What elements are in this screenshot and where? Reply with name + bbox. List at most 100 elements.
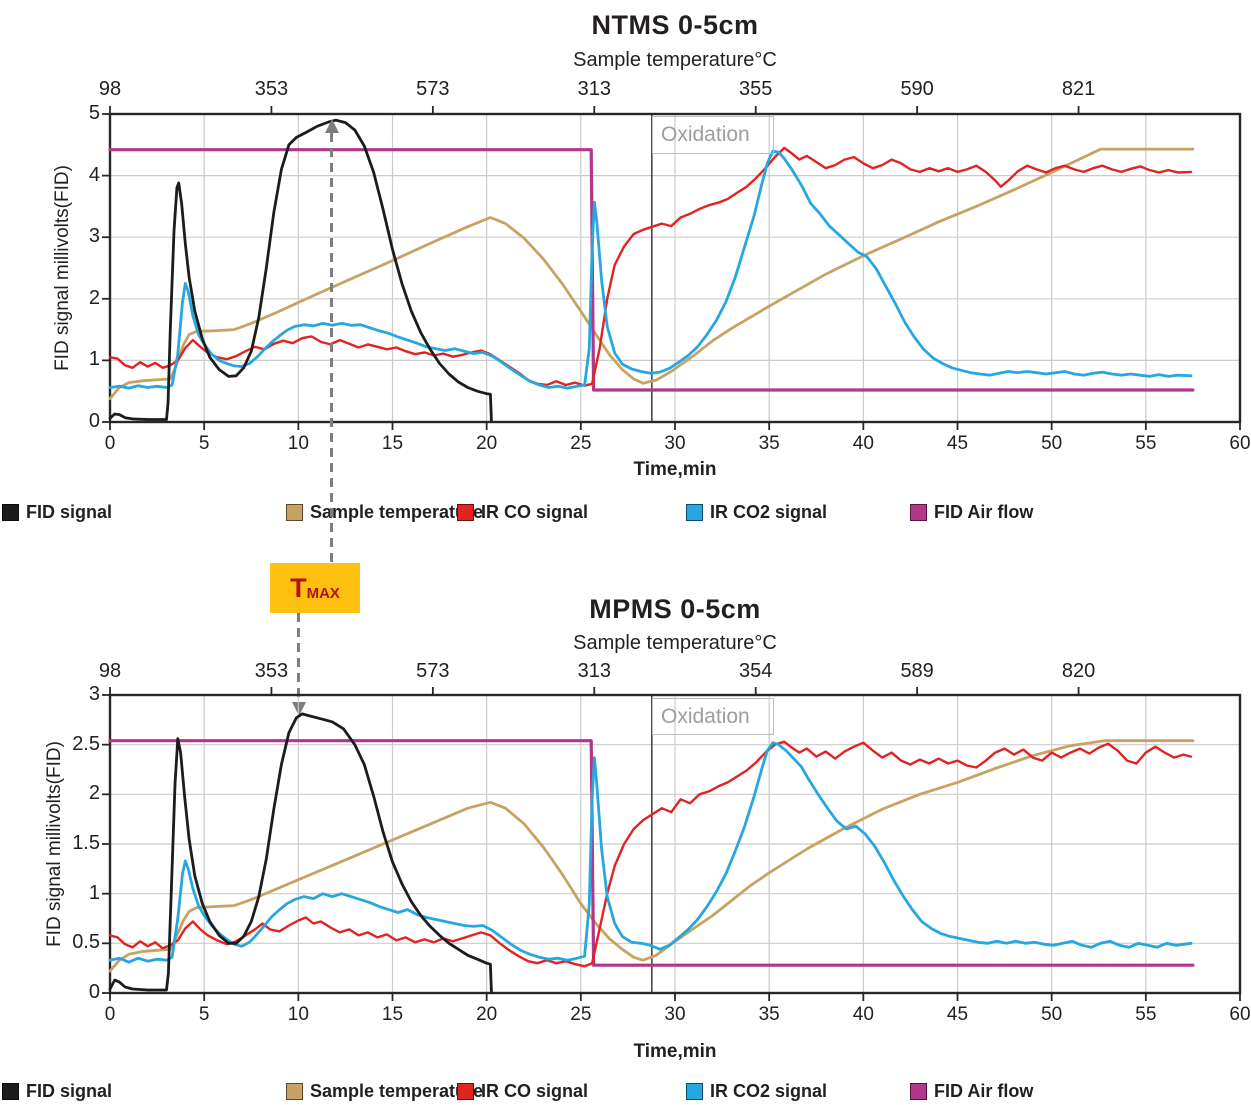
top-axis-tick-label: 589 [900, 660, 934, 682]
y-axis-tick-label: 0.5 [72, 931, 100, 954]
top-axis-tick-label: 820 [1061, 660, 1096, 682]
legend-swatch-icon [286, 1082, 303, 1100]
x-axis-tick-label: 60 [1229, 1004, 1251, 1025]
legend-swatch-icon [910, 1082, 927, 1100]
legend-item-ir-co2-signal: IR CO2 signal [686, 1078, 827, 1104]
x-axis-tick-label: 10 [287, 433, 309, 454]
legend-swatch-icon [686, 1082, 703, 1100]
legend-item-sample-temperature: Sample temperature [286, 1078, 483, 1104]
top-axis-tick-label: 354 [739, 660, 773, 682]
series-ir-co2-signal [108, 741, 1193, 964]
top-axis-tick-label: 313 [577, 660, 611, 682]
legend-label: FID Air flow [934, 1080, 1034, 1101]
x-axis-tick-label: 35 [758, 1004, 780, 1025]
x-axis-tick-label: 25 [570, 433, 592, 454]
tmax-arrow-up-icon [325, 119, 339, 133]
oxidation-label-ntms: Oxidation [652, 116, 774, 154]
legend-item-ir-co-signal: IR CO signal [457, 499, 588, 525]
tmax-dashed-line-down [297, 613, 300, 702]
legend-label: Sample temperature [310, 1080, 484, 1101]
legend-label: FID Air flow [934, 501, 1034, 522]
y-axis-tick-label: 1.5 [72, 832, 100, 854]
y-axis-tick-label: 2 [88, 782, 100, 805]
x-axis-tick-label: 0 [104, 433, 116, 454]
series-sample-temperature [108, 147, 1195, 401]
legend-label: Sample temperature [310, 501, 484, 522]
top-axis-tick-label: 353 [254, 78, 289, 100]
top-axis-tick-label: 573 [416, 660, 450, 682]
y-axis-tick-label: 3 [88, 225, 100, 248]
series-fid-signal [108, 712, 493, 994]
legend-label: IR CO2 signal [710, 1080, 828, 1101]
legend-item-fid-air-flow: FID Air flow [910, 1078, 1033, 1104]
legend-label: FID signal [26, 501, 113, 522]
tmax-arrow-down-icon [292, 702, 306, 716]
x-axis-tick-label: 20 [476, 433, 498, 454]
legend-item-sample-temperature: Sample temperature [286, 499, 483, 525]
y-axis-tick-label: 2 [88, 286, 100, 309]
y-axis-tick-label: 4 [88, 163, 100, 186]
legend-ntms: FID signal Sample temperature IR CO signal… [0, 499, 1251, 525]
top-axis-tick-label: 98 [98, 660, 122, 682]
top-axis-tick-label: 590 [900, 78, 934, 100]
top-axis-tick-label: 821 [1061, 78, 1096, 100]
y-axis-tick-label: 5 [88, 102, 100, 124]
x-axis-tick-label: 40 [852, 433, 874, 454]
x-axis-tick-label: 15 [381, 433, 404, 454]
series-fid-signal [108, 118, 493, 423]
tmax-dashed-line-up [330, 133, 333, 563]
x-axis-tick-label: 15 [381, 1004, 404, 1025]
legend-swatch-icon [910, 503, 927, 521]
x-axis-tick-label: 55 [1135, 1004, 1157, 1025]
chart-title-ntms: NTMS 0-5cm [591, 10, 759, 40]
y-axis-tick-label: 0 [88, 410, 100, 432]
oxidation-label-mpms: Oxidation [652, 698, 774, 735]
x-axis-tick-label: 5 [198, 433, 210, 454]
legend-swatch-icon [457, 1082, 474, 1100]
x-axis-title-mpms: Time,min [633, 1041, 717, 1062]
tmax-label: T MAX [270, 563, 360, 613]
y-axis-tick-label: 1 [88, 881, 100, 904]
chart-title-mpms: MPMS 0-5cm [589, 594, 761, 624]
x-axis-tick-label: 20 [476, 1004, 498, 1025]
legend-mpms: FID signal Sample temperature IR CO signal… [0, 1078, 1251, 1104]
x-axis-tick-label: 55 [1135, 433, 1157, 454]
x-axis-title-ntms: Time,min [633, 459, 717, 480]
top-axis-tick-label: 355 [739, 78, 773, 100]
x-axis-tick-label: 30 [664, 433, 686, 454]
legend-item-ir-co2-signal: IR CO2 signal [686, 499, 827, 525]
x-axis-tick-label: 30 [664, 1004, 686, 1025]
y-axis-title-mpms: FID signal millivolts(FID) [44, 741, 65, 947]
legend-item-fid-air-flow: FID Air flow [910, 499, 1033, 525]
top-axis-tick-label: 353 [254, 660, 289, 682]
ntms-plot [102, 106, 1242, 430]
legend-swatch-icon [286, 503, 303, 521]
x-axis-tick-label: 45 [946, 1004, 969, 1025]
legend-label: IR CO signal [481, 501, 589, 522]
y-axis-tick-label: 1 [88, 348, 100, 371]
series-ir-co2-signal [108, 149, 1193, 390]
legend-swatch-icon [686, 503, 703, 521]
y-axis-tick-label: 2.5 [72, 732, 100, 755]
x-axis-tick-label: 35 [758, 433, 780, 454]
y-axis-title-ntms: FID signal millivolts(FID) [52, 165, 73, 371]
legend-item-fid-signal: FID signal [2, 1078, 112, 1104]
top-axis-title-ntms: Sample temperature°C [573, 49, 777, 71]
x-axis-tick-label: 25 [570, 1004, 592, 1025]
top-axis-tick-label: 313 [577, 78, 611, 100]
series-ir-co-signal [108, 146, 1193, 387]
legend-label: IR CO2 signal [710, 501, 828, 522]
series-sample-temperature [108, 739, 1195, 973]
top-axis-tick-label: 98 [98, 78, 122, 100]
legend-item-fid-signal: FID signal [2, 499, 112, 525]
y-axis-tick-label: 3 [88, 683, 100, 705]
legend-swatch-icon [2, 503, 19, 521]
x-axis-tick-label: 50 [1041, 433, 1063, 454]
x-axis-tick-label: 40 [852, 1004, 874, 1025]
x-axis-tick-label: 60 [1229, 433, 1251, 454]
x-axis-tick-label: 50 [1041, 1004, 1063, 1025]
legend-label: FID signal [26, 1080, 113, 1101]
x-axis-tick-label: 0 [104, 1004, 116, 1025]
x-axis-tick-label: 10 [287, 1004, 309, 1025]
